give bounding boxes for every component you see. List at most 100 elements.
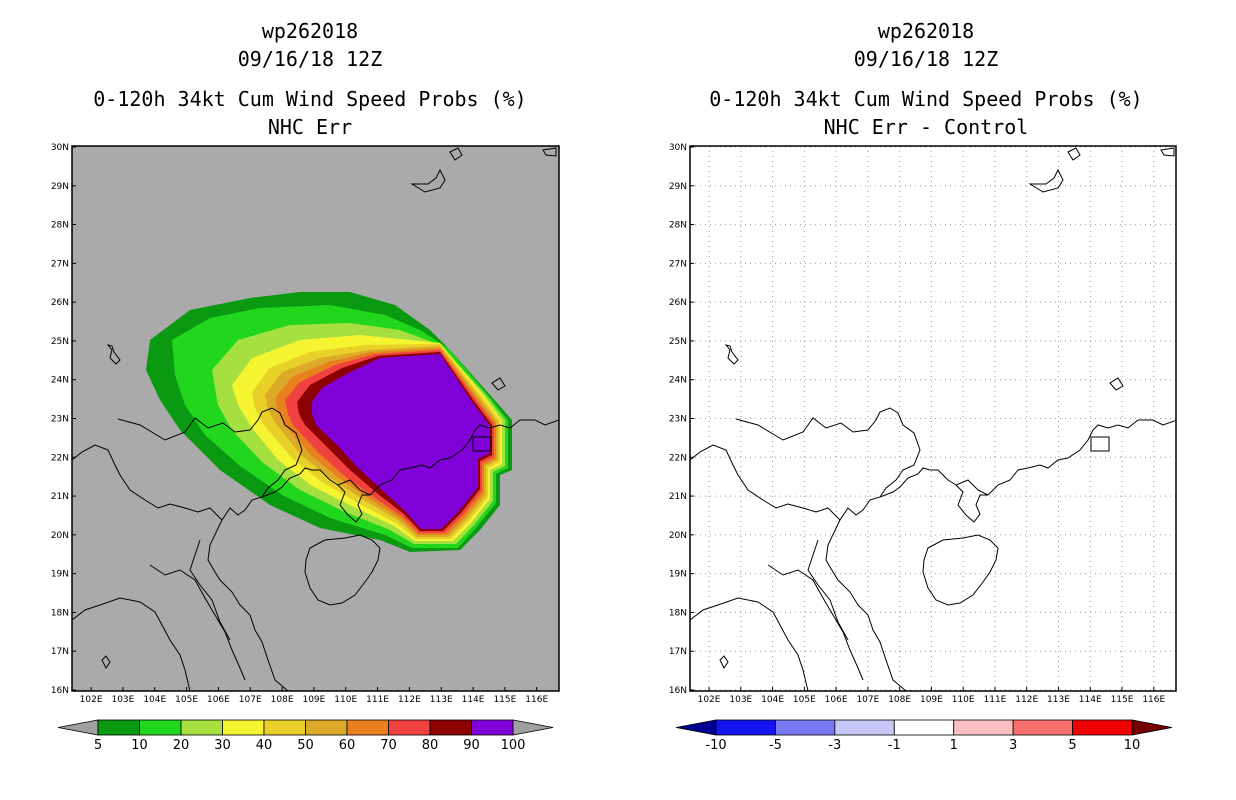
lat-label: 17N: [669, 647, 687, 657]
right-map-background: [690, 146, 1176, 691]
left-map: 30N 29N 28N 27N 26N 25N 24N 23N 22N 21N 20N 19N 18N 1…: [51, 143, 560, 705]
lat-label: 26N: [669, 298, 687, 308]
left-storm-id: wp262018: [261, 19, 359, 43]
lon-label: 107E: [239, 695, 262, 705]
right-product-title: 0-120h 34kt Cum Wind Speed Probs (%): [709, 87, 1143, 111]
colorbar-box: [471, 719, 514, 736]
lon-label: 112E: [1015, 695, 1038, 705]
right-lat-axis: 30N 29N 28N 27N 26N 25N 24N 23N 22N 21N 20N 19N 18N 1…: [669, 143, 694, 696]
lat-label: 24N: [51, 376, 69, 386]
colorbar-label: 30: [214, 738, 231, 753]
colorbar-low-triangle: [57, 719, 99, 736]
lat-label: 22N: [51, 453, 69, 463]
left-product-title: 0-120h 34kt Cum Wind Speed Probs (%): [93, 87, 527, 111]
lat-label: 27N: [51, 259, 69, 269]
colorbar-label: -10: [705, 738, 726, 753]
left-lat-axis: 30N 29N 28N 27N 26N 25N 24N 23N 22N 21N 20N 19N 18N 1…: [51, 143, 76, 696]
left-subtitle: NHC Err: [267, 115, 353, 139]
colorbar-label: 5: [1068, 738, 1076, 753]
lat-label: 26N: [51, 298, 69, 308]
lon-label: 106E: [825, 695, 848, 705]
lon-label: 115E: [493, 695, 516, 705]
lat-label: 25N: [51, 337, 69, 347]
lon-label: 113E: [1047, 695, 1070, 705]
colorbar-box: [263, 719, 306, 736]
colorbar-label: 70: [380, 738, 397, 753]
lat-label: 30N: [51, 143, 69, 153]
right-colorbar: -10 -5 -3 -1 1 3 5 10: [675, 719, 1173, 753]
colorbar-box: [953, 719, 1014, 736]
lat-label: 30N: [669, 143, 687, 153]
colorbar-box: [139, 719, 182, 736]
lon-label: 111E: [366, 695, 389, 705]
lat-label: 28N: [669, 221, 687, 231]
colorbar-label: 60: [339, 738, 356, 753]
colorbar-box: [893, 719, 955, 736]
left-lon-axis: 102E 103E 104E 105E 106E 107E 108E 109E 110E 111E…: [80, 687, 548, 705]
colorbar-high-triangle: [1131, 719, 1173, 736]
colorbar-label: 3: [1009, 738, 1017, 753]
left-probability-contours: [72, 147, 559, 691]
lon-label: 105E: [793, 695, 816, 705]
colorbar-box: [388, 719, 431, 736]
lat-label: 16N: [51, 686, 69, 696]
lon-label: 108E: [271, 695, 294, 705]
colorbar-low-triangle: [675, 719, 717, 736]
colorbar-label: 100: [501, 738, 526, 753]
right-subtitle: NHC Err - Control: [823, 115, 1029, 139]
lon-label: 102E: [698, 695, 721, 705]
colorbar-box: [715, 719, 776, 736]
lon-label: 114E: [1079, 695, 1102, 705]
lon-label: 103E: [729, 695, 752, 705]
lon-label: 107E: [856, 695, 879, 705]
colorbar-label: 10: [1124, 738, 1141, 753]
lon-label: 115E: [1111, 695, 1134, 705]
lon-label: 110E: [952, 695, 975, 705]
right-storm-id: wp262018: [877, 19, 975, 43]
lat-label: 24N: [669, 376, 687, 386]
colorbar-label: 40: [256, 738, 273, 753]
lat-label: 23N: [669, 415, 687, 425]
left-title-block: wp262018 09/16/18 12Z 0-120h 34kt Cum Wi…: [40, 20, 580, 138]
left-date: 09/16/18 12Z: [237, 47, 383, 71]
right-date: 09/16/18 12Z: [853, 47, 999, 71]
lon-label: 113E: [430, 695, 453, 705]
colorbar-box: [1012, 719, 1073, 736]
colorbar-label: 80: [422, 738, 439, 753]
colorbar-box: [834, 719, 895, 736]
lat-label: 18N: [669, 608, 687, 618]
lat-label: 18N: [51, 608, 69, 618]
colorbar-label: -3: [828, 738, 841, 753]
lat-label: 22N: [669, 453, 687, 463]
lon-label: 106E: [207, 695, 230, 705]
lon-label: 104E: [143, 695, 166, 705]
lat-label: 27N: [669, 259, 687, 269]
colorbar-label: 10: [131, 738, 148, 753]
colorbar-label: 5: [94, 738, 102, 753]
right-title-block: wp262018 09/16/18 12Z 0-120h 34kt Cum Wi…: [656, 20, 1196, 138]
lat-label: 20N: [669, 531, 687, 541]
colorbar-label: -1: [888, 738, 901, 753]
lon-label: 109E: [302, 695, 325, 705]
lon-label: 108E: [888, 695, 911, 705]
lon-label: 116E: [1142, 695, 1165, 705]
lat-label: 17N: [51, 647, 69, 657]
lon-label: 103E: [111, 695, 134, 705]
colorbar-label: -5: [769, 738, 782, 753]
colorbar-label: 20: [173, 738, 190, 753]
contour-90-100: [312, 354, 490, 529]
lat-label: 16N: [669, 686, 687, 696]
lat-label: 28N: [51, 221, 69, 231]
lat-label: 19N: [51, 570, 69, 580]
lon-label: 110E: [334, 695, 357, 705]
colorbar-box: [97, 719, 140, 736]
colorbar-box: [180, 719, 223, 736]
lon-label: 105E: [175, 695, 198, 705]
lon-label: 112E: [398, 695, 421, 705]
lon-label: 114E: [462, 695, 485, 705]
lat-label: 19N: [669, 570, 687, 580]
lat-label: 29N: [669, 182, 687, 192]
colorbar-box: [222, 719, 265, 736]
left-colorbar: 5 10 20 30 40 50 60 70 80 90 100: [57, 719, 554, 753]
lon-label: 102E: [80, 695, 103, 705]
